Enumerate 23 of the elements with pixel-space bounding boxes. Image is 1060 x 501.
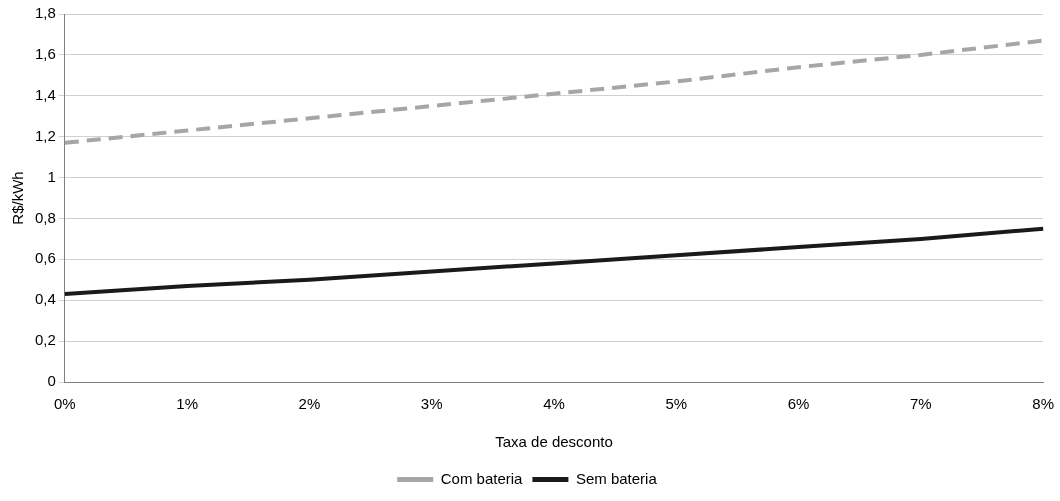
legend-label: Com bateria [440,469,524,487]
y-tick-label: 0,2 [34,331,56,349]
x-tick-label: 6% [787,395,810,413]
x-tick-label: 3% [420,395,443,413]
x-tick-label: 4% [543,395,565,413]
x-tick-label: 5% [665,395,688,413]
y-axis-title: R$/kWh [9,171,27,225]
x-tick-label: 8% [1032,395,1054,413]
x-tick-label: 2% [298,395,321,413]
y-tick-label: 0,8 [34,208,56,226]
x-tick-label: 1% [176,395,198,413]
y-tick-label: 0,4 [34,290,56,308]
y-tick-label: 1,8 [34,4,56,22]
y-tick-label: 1,6 [34,45,56,63]
x-axis-title: Taxa de desconto [495,433,613,451]
legend-label: Sem bateria [575,469,658,487]
y-tick-label: 1,4 [34,85,56,103]
x-tick-label: 0% [54,395,76,413]
y-tick-label: 0 [47,372,56,390]
x-tick-label: 7% [910,395,932,413]
y-tick-label: 0,6 [34,249,56,267]
y-tick-label: 1,2 [34,126,56,144]
y-tick-label: 1 [47,167,56,185]
